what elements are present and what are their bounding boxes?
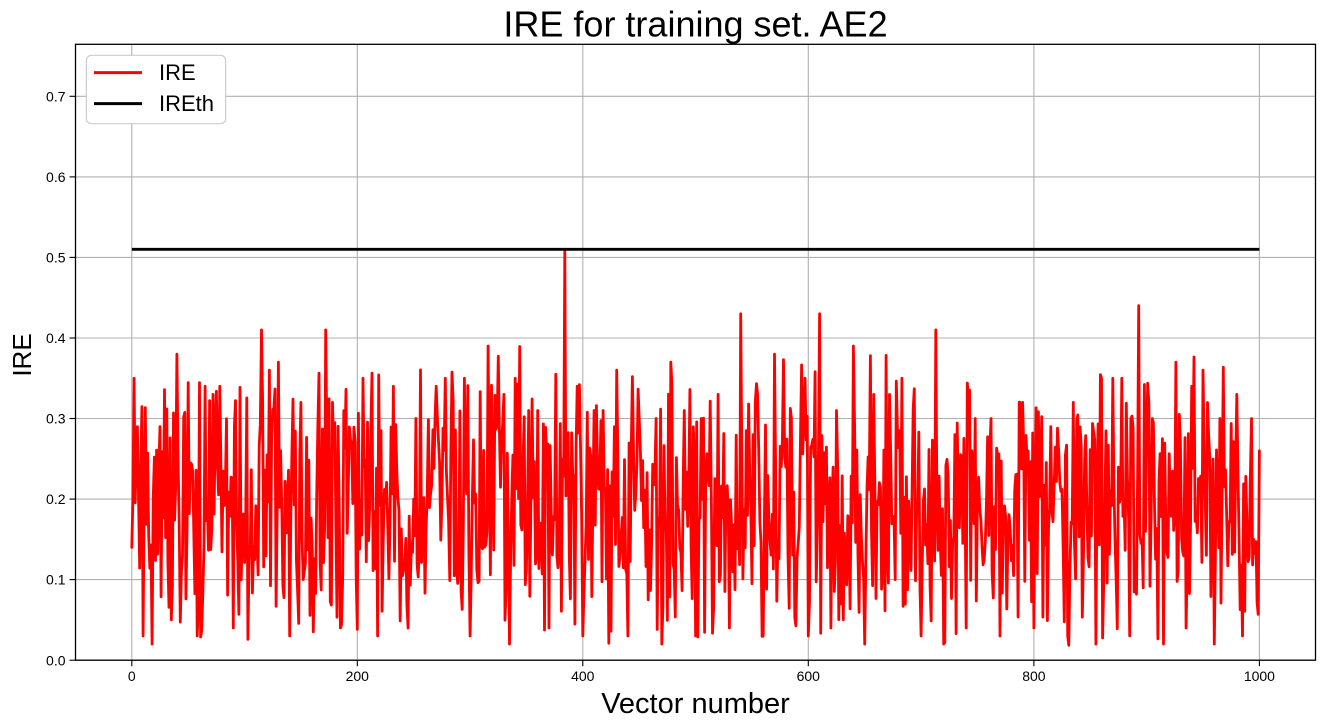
svg-text:0: 0 [128, 668, 136, 684]
svg-text:0.0: 0.0 [46, 652, 66, 668]
svg-text:0.7: 0.7 [46, 88, 66, 104]
svg-text:0.5: 0.5 [46, 250, 66, 266]
svg-text:0.4: 0.4 [46, 330, 66, 346]
svg-text:0.1: 0.1 [46, 572, 66, 588]
svg-text:1000: 1000 [1244, 668, 1275, 684]
svg-text:IRE: IRE [7, 333, 37, 376]
svg-text:200: 200 [346, 668, 370, 684]
svg-text:0.2: 0.2 [46, 491, 66, 507]
svg-text:IRE for training set. AE2: IRE for training set. AE2 [503, 4, 887, 45]
svg-text:Vector number: Vector number [601, 688, 790, 720]
svg-text:600: 600 [797, 668, 821, 684]
svg-text:IRE: IRE [159, 60, 196, 85]
svg-text:800: 800 [1022, 668, 1046, 684]
svg-text:IREth: IREth [159, 91, 214, 116]
svg-text:400: 400 [571, 668, 595, 684]
svg-text:0.3: 0.3 [46, 411, 66, 427]
svg-text:0.6: 0.6 [46, 169, 66, 185]
